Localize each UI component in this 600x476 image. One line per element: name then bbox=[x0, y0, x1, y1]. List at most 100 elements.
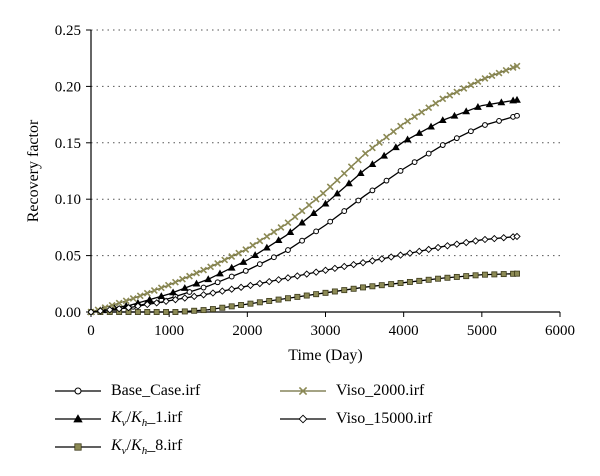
data-point bbox=[341, 287, 348, 294]
data-point bbox=[313, 228, 320, 235]
data-point bbox=[115, 305, 123, 313]
data-point bbox=[378, 255, 386, 263]
data-point bbox=[106, 306, 114, 314]
data-point bbox=[327, 218, 334, 225]
data-point bbox=[228, 273, 235, 280]
data-point bbox=[462, 238, 470, 247]
data-point bbox=[150, 287, 158, 294]
data-point bbox=[425, 245, 433, 254]
data-point bbox=[293, 272, 302, 280]
data-point bbox=[416, 277, 423, 284]
data-point bbox=[481, 74, 489, 82]
data-point bbox=[171, 295, 180, 304]
data-point bbox=[169, 288, 177, 296]
recovery-factor-chart: 0.00 0.05 0.10 0.15 0.20 0.25 0 1000 2000 3000 400… bbox=[25, 23, 575, 364]
x-tick-label: 1000 bbox=[154, 323, 184, 339]
data-point bbox=[291, 213, 299, 221]
data-point bbox=[214, 279, 221, 286]
data-point bbox=[143, 289, 151, 297]
legend-marker bbox=[74, 443, 82, 451]
data-point bbox=[214, 259, 222, 267]
data-point bbox=[391, 143, 400, 151]
data-point bbox=[303, 292, 310, 299]
data-point bbox=[256, 279, 264, 288]
data-point bbox=[309, 209, 318, 216]
data-point bbox=[284, 274, 292, 282]
data-point bbox=[406, 278, 413, 285]
data-point bbox=[221, 256, 229, 264]
data-point bbox=[472, 272, 479, 279]
data-point bbox=[239, 258, 248, 265]
data-point bbox=[434, 243, 442, 252]
data-point bbox=[495, 69, 503, 77]
data-point bbox=[256, 237, 264, 245]
data-point bbox=[299, 237, 305, 244]
data-point bbox=[322, 289, 329, 296]
data-point bbox=[157, 292, 166, 300]
data-point bbox=[446, 91, 454, 99]
data-point bbox=[509, 64, 517, 72]
data-point bbox=[378, 282, 385, 289]
data-point bbox=[134, 302, 142, 310]
data-point bbox=[345, 179, 353, 187]
data-point bbox=[474, 78, 482, 85]
data-point bbox=[490, 234, 499, 243]
legend-label-base-case: Base_Case.irf bbox=[111, 382, 201, 399]
data-point bbox=[355, 197, 362, 204]
data-point bbox=[397, 168, 404, 174]
data-point bbox=[298, 218, 306, 226]
data-point bbox=[321, 199, 330, 207]
data-point bbox=[411, 159, 418, 166]
data-point bbox=[249, 241, 257, 249]
data-point bbox=[425, 276, 432, 283]
data-point bbox=[265, 277, 273, 286]
data-point bbox=[406, 249, 414, 257]
data-point bbox=[439, 142, 446, 148]
data-point bbox=[439, 95, 447, 103]
data-point bbox=[462, 107, 471, 115]
data-point bbox=[496, 118, 502, 124]
data-point bbox=[285, 295, 291, 302]
data-point bbox=[219, 304, 226, 311]
data-point bbox=[199, 291, 208, 299]
data-point bbox=[246, 281, 255, 290]
y-tick-label: 0.15 bbox=[55, 136, 81, 152]
data-point bbox=[274, 236, 283, 244]
data-point bbox=[190, 292, 198, 301]
data-point bbox=[256, 261, 263, 268]
data-point bbox=[270, 228, 278, 236]
data-point bbox=[383, 133, 390, 141]
data-point bbox=[180, 284, 189, 291]
data-point bbox=[136, 292, 144, 300]
data-point bbox=[237, 283, 245, 291]
x-tick-label: 0 bbox=[87, 323, 95, 339]
data-point bbox=[432, 99, 440, 107]
data-point bbox=[209, 306, 216, 313]
data-point bbox=[134, 309, 141, 315]
data-point bbox=[341, 208, 348, 214]
data-point bbox=[238, 302, 245, 308]
data-point bbox=[122, 297, 130, 305]
data-point bbox=[359, 259, 367, 267]
data-point bbox=[207, 263, 215, 271]
data-point bbox=[467, 81, 475, 89]
data-point bbox=[481, 271, 488, 278]
data-point bbox=[418, 108, 426, 116]
data-point bbox=[144, 309, 151, 315]
data-point bbox=[181, 294, 189, 302]
data-point bbox=[298, 207, 306, 215]
data-point bbox=[242, 267, 249, 274]
data-point bbox=[256, 299, 263, 306]
data-point bbox=[227, 263, 236, 271]
data-point bbox=[145, 295, 154, 303]
data-point bbox=[397, 122, 404, 130]
data-point bbox=[474, 103, 482, 110]
data-point bbox=[450, 111, 459, 119]
data-point bbox=[380, 151, 389, 159]
data-point bbox=[514, 270, 520, 277]
legend-item-kvkh-8: Kv/Kh_8.irf bbox=[55, 436, 182, 458]
data-point bbox=[271, 254, 277, 261]
series-lines bbox=[87, 62, 521, 316]
x-tick-label: 5000 bbox=[467, 323, 497, 339]
data-point bbox=[284, 219, 292, 227]
